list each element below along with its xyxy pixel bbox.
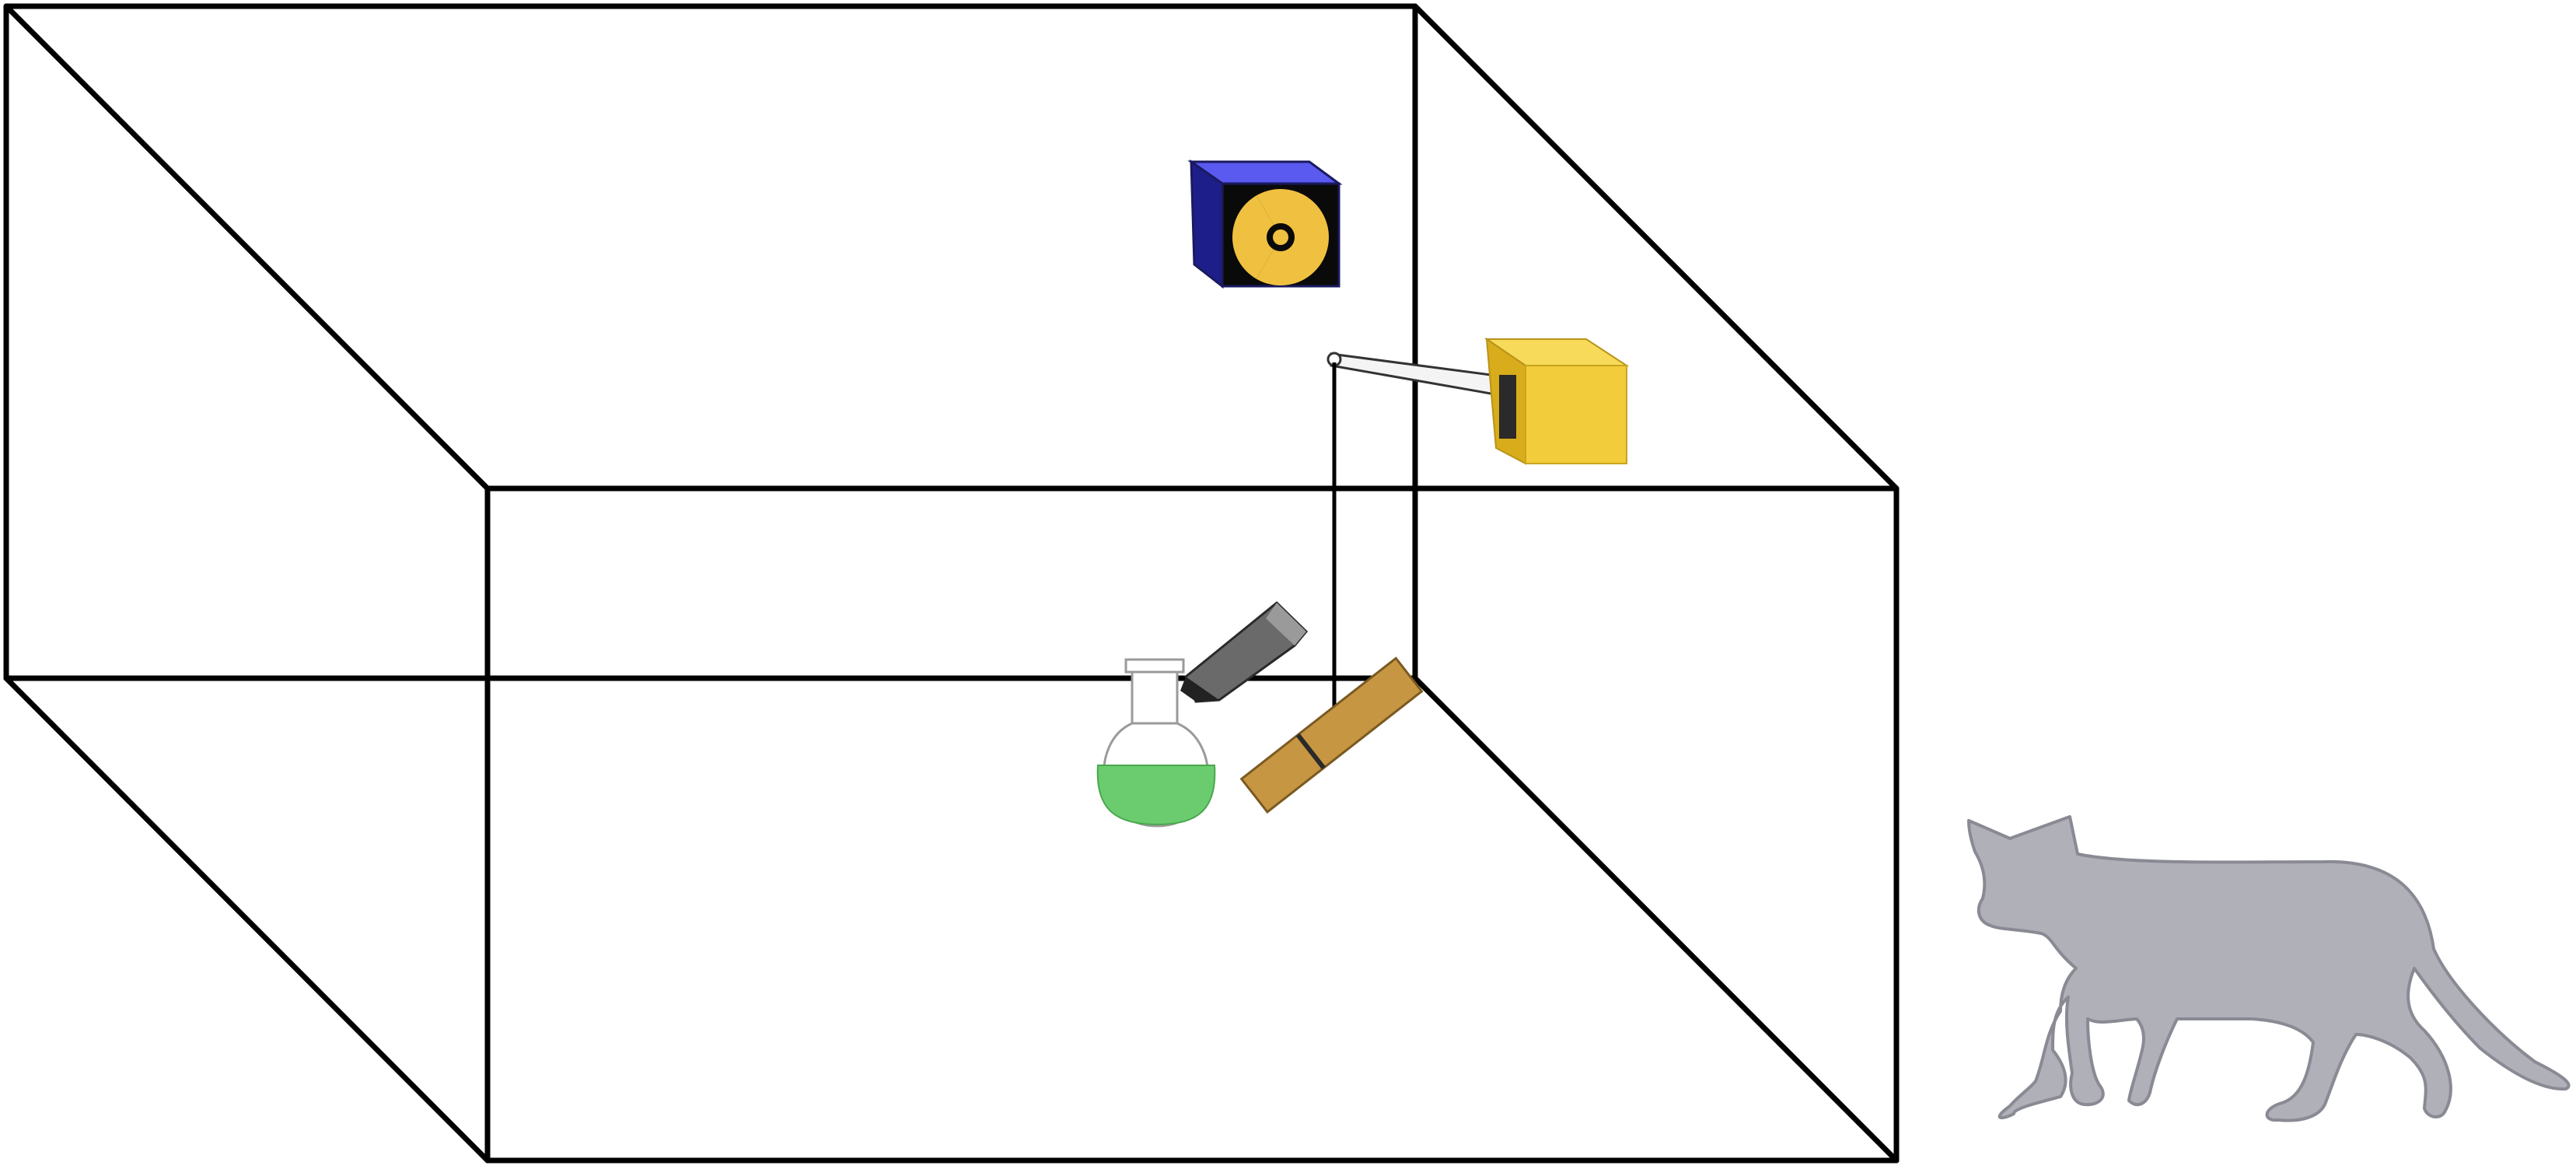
- flask-icon: [1096, 658, 1216, 828]
- box-edge-top-right: [1412, 3, 1900, 492]
- radiation-icon: [1187, 159, 1343, 289]
- geiger-counter: [1326, 337, 1630, 745]
- box-edge-top-left: [3, 3, 491, 492]
- box-back-face: [3, 3, 1418, 681]
- box-front-face: [484, 485, 1900, 1164]
- hammer-icon: [1180, 600, 1424, 814]
- cat-silhouette: [1967, 815, 2571, 1122]
- box-edge-bottom-left: [3, 675, 491, 1164]
- box-wireframe: [3, 3, 1900, 1164]
- box-edge-bottom-right: [1412, 675, 1900, 1164]
